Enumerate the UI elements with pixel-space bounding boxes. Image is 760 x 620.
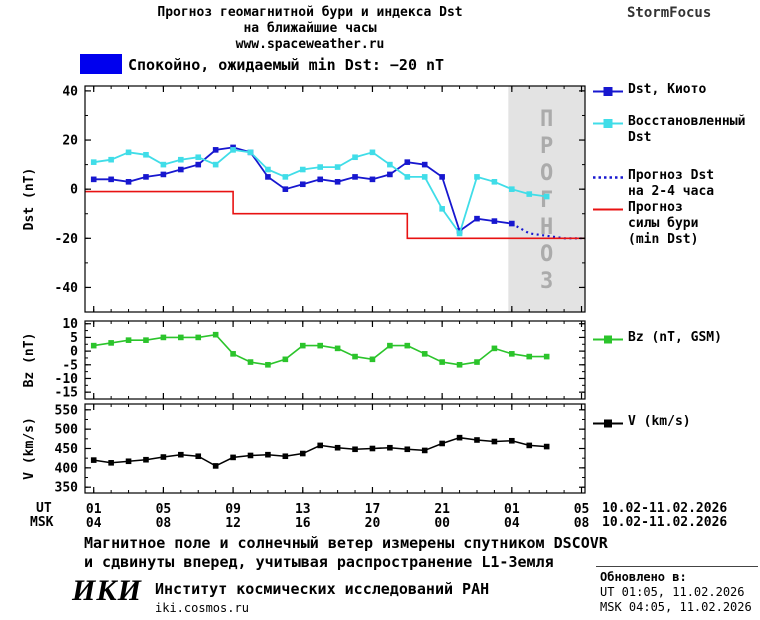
legend-dst-kyoto: Dst, Киото	[593, 82, 706, 98]
restored-dst-marker-icon	[593, 119, 623, 128]
dst-kyoto-marker-icon	[593, 87, 623, 96]
svg-text:40: 40	[62, 84, 78, 99]
stormfocus-brand: StormFocus	[627, 5, 712, 21]
ut-date-range: 10.02-11.02.2026	[602, 501, 728, 516]
svg-text:13: 13	[295, 502, 311, 517]
page-title-line1: Прогноз геомагнитной бури и индекса Dst	[157, 5, 463, 20]
legend-forecast-dst: Прогноз Dst на 2-4 часа	[593, 168, 714, 200]
svg-text:500: 500	[55, 423, 79, 438]
svg-text:05: 05	[156, 502, 172, 517]
svg-text:04: 04	[504, 516, 520, 531]
svg-text:20: 20	[62, 134, 78, 149]
spaceweather-url[interactable]: www.spaceweather.ru	[235, 37, 385, 52]
svg-text:-15: -15	[55, 386, 78, 401]
svg-text:-10: -10	[55, 372, 79, 387]
svg-text:12: 12	[225, 516, 241, 531]
svg-text:20: 20	[365, 516, 381, 531]
svg-text:Н: Н	[540, 215, 553, 240]
svg-text:0: 0	[70, 345, 78, 360]
msk-axis-label: MSK	[30, 515, 54, 530]
legend-label: Dst, Киото	[628, 82, 707, 97]
svg-text:17: 17	[365, 502, 381, 517]
v-marker-icon	[593, 419, 623, 428]
quiet-status-swatch	[80, 54, 122, 74]
forecast-dst-dotted-icon	[593, 176, 623, 179]
svg-text:09: 09	[225, 502, 241, 517]
svg-text:10: 10	[62, 317, 78, 332]
svg-text:00: 00	[434, 516, 450, 531]
svg-text:400: 400	[55, 461, 79, 476]
svg-text:550: 550	[55, 403, 79, 418]
legend-label: Прогноз	[628, 200, 683, 215]
legend-label: Bz (nT, GSM)	[628, 330, 722, 345]
header: Прогноз геомагнитной бури и индекса Dst …	[60, 5, 560, 53]
iki-logo: ИКИ	[72, 574, 143, 607]
svg-text:Р: Р	[540, 134, 553, 159]
notes-line1: Магнитное поле и солнечный ветер измерен…	[84, 534, 608, 552]
legend-label: силы бури	[628, 216, 699, 231]
updated-ut-time: UT 01:05, 11.02.2026	[600, 585, 745, 599]
svg-text:21: 21	[434, 502, 450, 517]
svg-text:08: 08	[156, 516, 172, 531]
svg-text:05: 05	[574, 502, 590, 517]
svg-text:-5: -5	[62, 358, 78, 373]
updated-label: Обновлено в:	[600, 570, 687, 584]
notes-line2: и сдвинуты вперед, учитывая распростране…	[84, 553, 554, 571]
svg-text:V (km/s): V (km/s)	[22, 417, 37, 480]
msk-date-range: 10.02-11.02.2026	[602, 515, 728, 530]
bz-marker-icon	[593, 335, 623, 344]
ut-axis-label: UT	[36, 501, 52, 516]
measurement-notes: Магнитное поле и солнечный ветер измерен…	[84, 534, 608, 572]
legend-label: Прогноз Dst	[628, 168, 715, 183]
svg-text:-40: -40	[55, 281, 79, 296]
svg-text:450: 450	[55, 442, 79, 457]
legend-label: на 2-4 часа	[628, 184, 715, 199]
legend-v: V (km/s)	[593, 414, 691, 430]
svg-text:04: 04	[86, 516, 102, 531]
legend-label: (min Dst)	[628, 232, 699, 247]
svg-text:О: О	[540, 242, 553, 267]
legend-restored-dst: Восстановленный Dst	[593, 114, 745, 146]
svg-text:350: 350	[55, 481, 79, 496]
svg-text:01: 01	[504, 502, 520, 517]
legend-bz: Bz (nT, GSM)	[593, 330, 722, 346]
svg-text:Dst (nT): Dst (nT)	[22, 168, 37, 231]
svg-text:-20: -20	[55, 232, 79, 247]
svg-text:16: 16	[295, 516, 311, 531]
storm-forecast-line-icon	[593, 208, 623, 211]
legend-label: Dst	[628, 130, 652, 145]
updated-divider	[596, 566, 758, 567]
svg-text:08: 08	[574, 516, 590, 531]
svg-text:5: 5	[70, 331, 78, 346]
iki-url[interactable]: iki.cosmos.ru	[155, 601, 249, 615]
legend-label: V (km/s)	[628, 414, 691, 429]
svg-text:З: З	[540, 269, 553, 294]
svg-text:Bz (nT): Bz (nT)	[22, 333, 37, 388]
institute-name: Институт космических исследований РАН	[155, 580, 490, 598]
svg-text:0: 0	[70, 183, 78, 198]
svg-text:01: 01	[86, 502, 102, 517]
legend-label: Восстановленный	[628, 114, 746, 129]
quiet-status-text: Спокойно, ожидаемый min Dst: −20 nT	[128, 56, 445, 74]
svg-text:П: П	[540, 107, 553, 132]
svg-text:О: О	[540, 161, 553, 186]
legend-storm-forecast: Прогноз силы бури (min Dst)	[593, 200, 698, 248]
svg-text:Г: Г	[540, 188, 553, 213]
page-title-line2: на ближайшие часы	[243, 21, 377, 36]
updated-msk-time: MSK 04:05, 11.02.2026	[600, 600, 752, 614]
